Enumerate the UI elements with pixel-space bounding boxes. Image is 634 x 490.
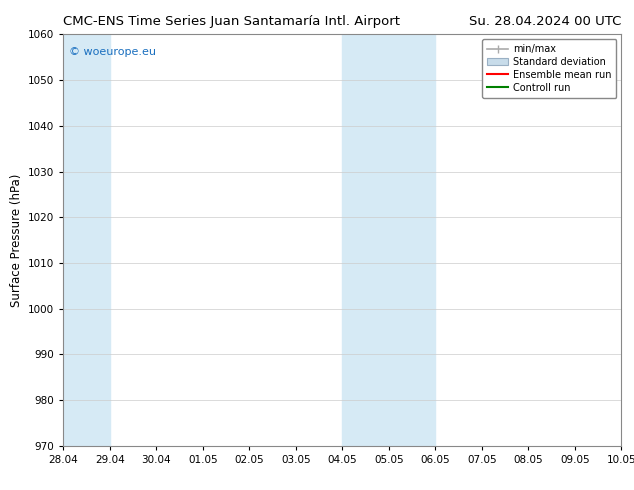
Y-axis label: Surface Pressure (hPa): Surface Pressure (hPa) — [10, 173, 23, 307]
Legend: min/max, Standard deviation, Ensemble mean run, Controll run: min/max, Standard deviation, Ensemble me… — [482, 39, 616, 98]
Bar — [342, 34, 436, 446]
Text: © woeurope.eu: © woeurope.eu — [69, 47, 156, 57]
Text: CMC-ENS Time Series Juan Santamaría Intl. Airport: CMC-ENS Time Series Juan Santamaría Intl… — [63, 15, 401, 28]
Bar — [63, 34, 110, 446]
Text: Su. 28.04.2024 00 UTC: Su. 28.04.2024 00 UTC — [469, 15, 621, 28]
